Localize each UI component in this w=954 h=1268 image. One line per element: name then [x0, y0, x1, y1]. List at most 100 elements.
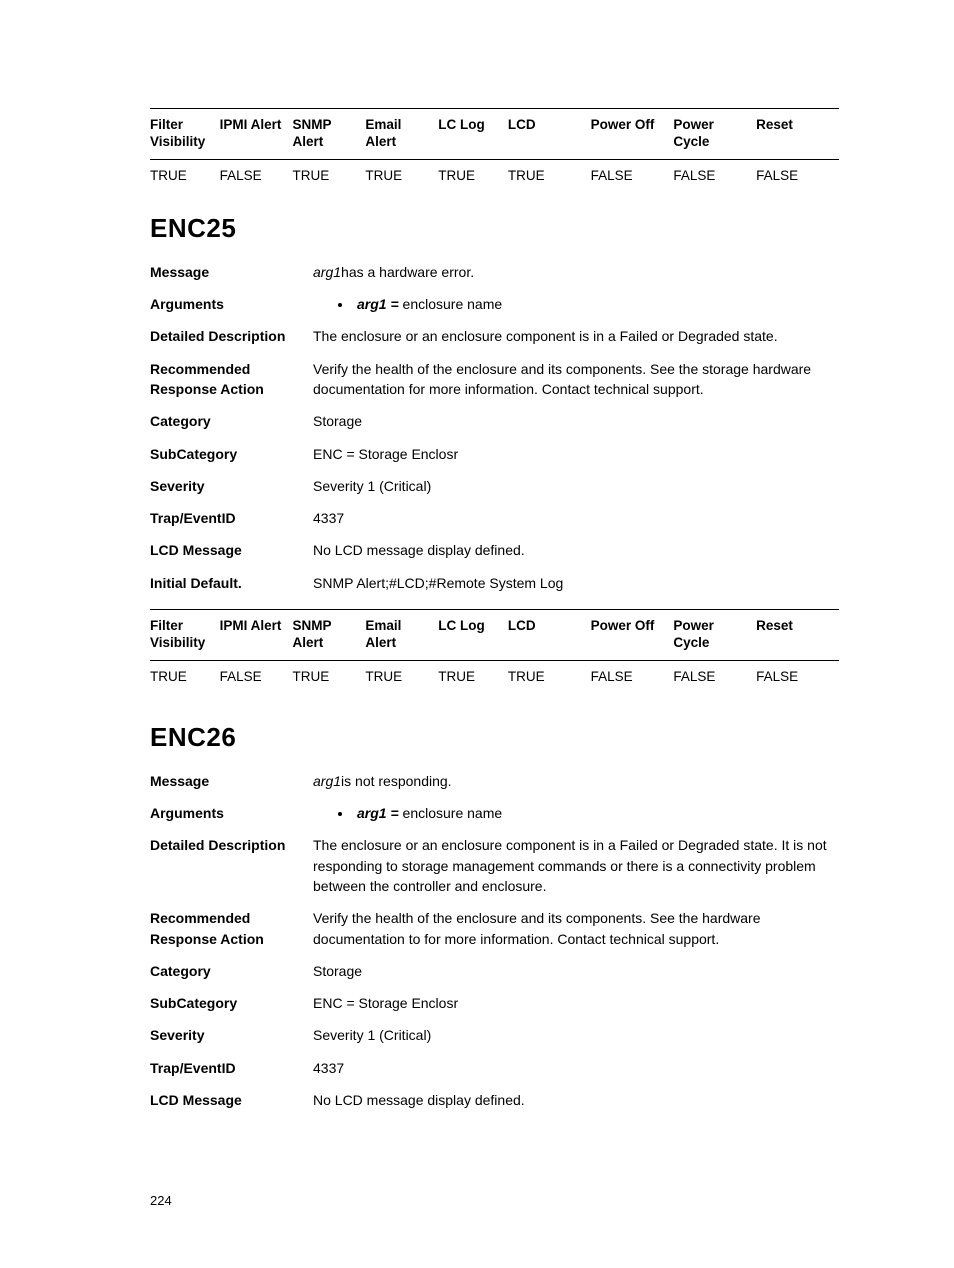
severity-label: Severity — [150, 1025, 313, 1045]
cell: TRUE — [150, 159, 220, 191]
enc26-lcd-row: LCD Message No LCD message display defin… — [150, 1090, 839, 1110]
col-ipmi-alert: IPMI Alert — [220, 610, 293, 661]
cell: FALSE — [673, 660, 756, 692]
argument-name: arg1 = — [357, 296, 399, 312]
enc25-detailed-row: Detailed Description The enclosure or an… — [150, 326, 839, 346]
enc26-subcategory-row: SubCategory ENC = Storage Enclosr — [150, 993, 839, 1013]
subcategory-label: SubCategory — [150, 444, 313, 464]
table-header-row: Filter Visibility IPMI Alert SNMP Alert … — [150, 610, 839, 661]
cell: FALSE — [220, 660, 293, 692]
subcategory-value: ENC = Storage Enclosr — [313, 993, 839, 1013]
cell: TRUE — [438, 159, 508, 191]
top-alert-table: Filter Visibility IPMI Alert SNMP Alert … — [150, 108, 839, 191]
recommended-value: Verify the health of the enclosure and i… — [313, 359, 839, 400]
cell: FALSE — [673, 159, 756, 191]
col-snmp-alert: SNMP Alert — [292, 109, 365, 160]
col-snmp-alert: SNMP Alert — [292, 610, 365, 661]
detailed-label: Detailed Description — [150, 835, 313, 896]
col-lc-log: LC Log — [438, 109, 508, 160]
recommended-label: Recommended Response Action — [150, 359, 313, 400]
detailed-label: Detailed Description — [150, 326, 313, 346]
cell: FALSE — [220, 159, 293, 191]
message-arg: arg1 — [313, 264, 341, 280]
col-power-off: Power Off — [591, 109, 674, 160]
message-text: is not responding. — [341, 773, 452, 789]
initial-label: Initial Default. — [150, 573, 313, 593]
category-value: Storage — [313, 411, 839, 431]
col-power-cycle: Power Cycle — [673, 109, 756, 160]
col-email-alert: Email Alert — [365, 610, 438, 661]
cell: FALSE — [756, 159, 839, 191]
enc25-initial-row: Initial Default. SNMP Alert;#LCD;#Remote… — [150, 573, 839, 593]
arguments-value: arg1 = enclosure name — [313, 294, 839, 314]
col-ipmi-alert: IPMI Alert — [220, 109, 293, 160]
enc26-arguments-row: Arguments arg1 = enclosure name — [150, 803, 839, 823]
cell: TRUE — [292, 159, 365, 191]
enc26-recommended-row: Recommended Response Action Verify the h… — [150, 908, 839, 949]
argument-name: arg1 = — [357, 805, 399, 821]
argument-item: arg1 = enclosure name — [353, 294, 839, 314]
table-row: TRUE FALSE TRUE TRUE TRUE TRUE FALSE FAL… — [150, 660, 839, 692]
col-lc-log: LC Log — [438, 610, 508, 661]
arguments-label: Arguments — [150, 803, 313, 823]
enc26-severity-row: Severity Severity 1 (Critical) — [150, 1025, 839, 1045]
enc25-lcd-row: LCD Message No LCD message display defin… — [150, 540, 839, 560]
table-row: TRUE FALSE TRUE TRUE TRUE TRUE FALSE FAL… — [150, 159, 839, 191]
enc25-recommended-row: Recommended Response Action Verify the h… — [150, 359, 839, 400]
enc26-detailed-row: Detailed Description The enclosure or an… — [150, 835, 839, 896]
lcd-value: No LCD message display defined. — [313, 1090, 839, 1110]
table-header-row: Filter Visibility IPMI Alert SNMP Alert … — [150, 109, 839, 160]
cell: FALSE — [591, 159, 674, 191]
trap-label: Trap/EventID — [150, 1058, 313, 1078]
argument-desc: enclosure name — [399, 296, 503, 312]
enc25-trap-row: Trap/EventID 4337 — [150, 508, 839, 528]
cell: TRUE — [508, 660, 591, 692]
message-value: arg1is not responding. — [313, 771, 839, 791]
trap-value: 4337 — [313, 508, 839, 528]
message-value: arg1has a hardware error. — [313, 262, 839, 282]
cell: TRUE — [365, 660, 438, 692]
cell: FALSE — [756, 660, 839, 692]
cell: TRUE — [150, 660, 220, 692]
detailed-value: The enclosure or an enclosure component … — [313, 835, 839, 896]
col-power-off: Power Off — [591, 610, 674, 661]
col-lcd: LCD — [508, 610, 591, 661]
arguments-value: arg1 = enclosure name — [313, 803, 839, 823]
category-value: Storage — [313, 961, 839, 981]
enc26-heading: ENC26 — [150, 722, 839, 753]
argument-desc: enclosure name — [399, 805, 503, 821]
initial-value: SNMP Alert;#LCD;#Remote System Log — [313, 573, 839, 593]
col-reset: Reset — [756, 109, 839, 160]
document-page: Filter Visibility IPMI Alert SNMP Alert … — [0, 0, 954, 1268]
enc25-message-row: Message arg1has a hardware error. — [150, 262, 839, 282]
argument-item: arg1 = enclosure name — [353, 803, 839, 823]
cell: TRUE — [508, 159, 591, 191]
subcategory-label: SubCategory — [150, 993, 313, 1013]
enc26-category-row: Category Storage — [150, 961, 839, 981]
argument-list: arg1 = enclosure name — [313, 803, 839, 823]
enc26-trap-row: Trap/EventID 4337 — [150, 1058, 839, 1078]
severity-value: Severity 1 (Critical) — [313, 1025, 839, 1045]
col-filter-visibility: Filter Visibility — [150, 109, 220, 160]
col-lcd: LCD — [508, 109, 591, 160]
lcd-value: No LCD message display defined. — [313, 540, 839, 560]
recommended-value: Verify the health of the enclosure and i… — [313, 908, 839, 949]
enc25-arguments-row: Arguments arg1 = enclosure name — [150, 294, 839, 314]
enc25-heading: ENC25 — [150, 213, 839, 244]
cell: TRUE — [365, 159, 438, 191]
category-label: Category — [150, 961, 313, 981]
message-text: has a hardware error. — [341, 264, 474, 280]
enc26-message-row: Message arg1is not responding. — [150, 771, 839, 791]
message-label: Message — [150, 262, 313, 282]
col-power-cycle: Power Cycle — [673, 610, 756, 661]
lcd-label: LCD Message — [150, 540, 313, 560]
message-arg: arg1 — [313, 773, 341, 789]
enc25-category-row: Category Storage — [150, 411, 839, 431]
trap-value: 4337 — [313, 1058, 839, 1078]
enc25-severity-row: Severity Severity 1 (Critical) — [150, 476, 839, 496]
cell: TRUE — [438, 660, 508, 692]
category-label: Category — [150, 411, 313, 431]
severity-label: Severity — [150, 476, 313, 496]
trap-label: Trap/EventID — [150, 508, 313, 528]
detailed-value: The enclosure or an enclosure component … — [313, 326, 839, 346]
